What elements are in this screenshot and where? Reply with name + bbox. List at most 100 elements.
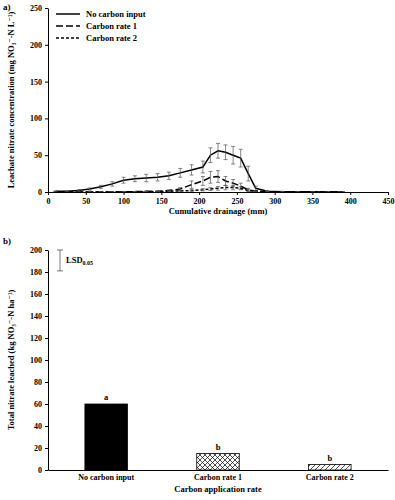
error-bar	[178, 188, 182, 191]
error-bar	[239, 187, 243, 190]
error-cap	[156, 191, 160, 192]
tick-mark	[275, 192, 276, 195]
error-stem	[240, 149, 241, 167]
bar	[85, 404, 128, 470]
tick-label: 140	[30, 312, 42, 321]
error-cap	[295, 191, 299, 192]
error-bar	[76, 192, 80, 193]
axis-line	[48, 9, 49, 193]
error-cap	[265, 192, 269, 193]
error-cap	[88, 187, 92, 188]
error-cap	[88, 190, 92, 191]
tick-mark	[45, 338, 48, 339]
error-bar	[231, 146, 235, 164]
tick-label: 150	[30, 78, 42, 87]
error-cap	[65, 192, 69, 193]
error-stem	[112, 182, 113, 186]
error-bar	[190, 190, 194, 191]
error-cap	[144, 191, 148, 192]
error-cap	[310, 192, 314, 193]
error-stem	[255, 186, 256, 190]
tick-label: Carbon rate 2	[306, 473, 354, 482]
error-bar	[133, 176, 137, 182]
error-cap	[110, 181, 114, 182]
error-stem	[191, 181, 192, 188]
error-cap	[167, 190, 171, 191]
error-cap	[341, 192, 345, 193]
error-bar	[239, 149, 243, 167]
tick-label: 40	[34, 422, 42, 431]
error-cap	[99, 192, 103, 193]
tick: 50	[34, 151, 48, 160]
tick-label: 350	[307, 197, 319, 206]
error-cap	[156, 191, 160, 192]
error-stem	[225, 177, 226, 186]
error-cap	[133, 181, 137, 182]
y-axis: 020406080100120140160180200	[30, 246, 49, 475]
tick-mark	[388, 192, 389, 195]
tick: 400	[345, 192, 357, 206]
error-cap	[216, 143, 220, 144]
error-cap	[216, 158, 220, 159]
error-cap	[54, 192, 58, 193]
error-bar	[110, 182, 114, 186]
tick: 300	[269, 192, 281, 206]
tick-label: 50	[82, 197, 90, 206]
tick-label: 200	[30, 246, 42, 255]
tick-label: 160	[30, 290, 42, 299]
legend-swatch	[56, 37, 80, 39]
tick-mark	[45, 404, 48, 405]
error-cap	[201, 161, 205, 162]
tick: 40	[34, 422, 48, 431]
legend-label: Carbon rate 2	[86, 33, 137, 43]
tick-label: 100	[30, 356, 42, 365]
error-cap	[190, 189, 194, 190]
tick: Carbon rate 2	[306, 470, 354, 482]
tick-label: 400	[345, 197, 357, 206]
error-bar	[54, 192, 58, 193]
tick: 250	[231, 192, 243, 206]
error-cap	[190, 180, 194, 181]
tick: 0	[38, 188, 48, 197]
tick-label: 150	[156, 197, 168, 206]
error-cap	[88, 192, 92, 193]
tick-mark	[161, 192, 162, 195]
tick-mark	[45, 82, 48, 83]
error-cap	[231, 146, 235, 147]
error-cap	[122, 177, 126, 178]
error-cap	[326, 192, 330, 193]
error-bar	[326, 192, 330, 193]
error-bar	[201, 177, 205, 186]
tick-mark	[86, 192, 87, 195]
error-bar	[88, 188, 92, 190]
error-cap	[144, 174, 148, 175]
error-bar	[178, 190, 182, 191]
tick: 200	[194, 192, 206, 206]
tick-mark	[45, 155, 48, 156]
tick: 150	[30, 78, 48, 87]
tick: 0	[47, 192, 51, 206]
legend-label: No carbon input	[86, 9, 146, 19]
error-cap	[156, 173, 160, 174]
error-stem	[168, 172, 169, 179]
error-bar	[224, 177, 228, 186]
panel-label: b)	[3, 236, 11, 246]
error-stem	[240, 187, 241, 190]
error-cap	[178, 168, 182, 169]
tick: 100	[118, 192, 130, 206]
error-stem	[218, 186, 219, 190]
error-cap	[295, 192, 299, 193]
tick-mark	[45, 192, 48, 193]
tick: 180	[30, 268, 48, 277]
error-cap	[167, 179, 171, 180]
x-axis-title: Carbon application rate	[174, 484, 262, 494]
error-stem	[210, 171, 211, 183]
error-cap	[208, 147, 212, 148]
error-cap	[110, 192, 114, 193]
error-bar	[122, 177, 126, 183]
error-cap	[254, 192, 258, 193]
error-cap	[208, 183, 212, 184]
tick-mark	[45, 382, 48, 383]
error-stem	[157, 174, 158, 181]
error-bar	[208, 171, 212, 183]
